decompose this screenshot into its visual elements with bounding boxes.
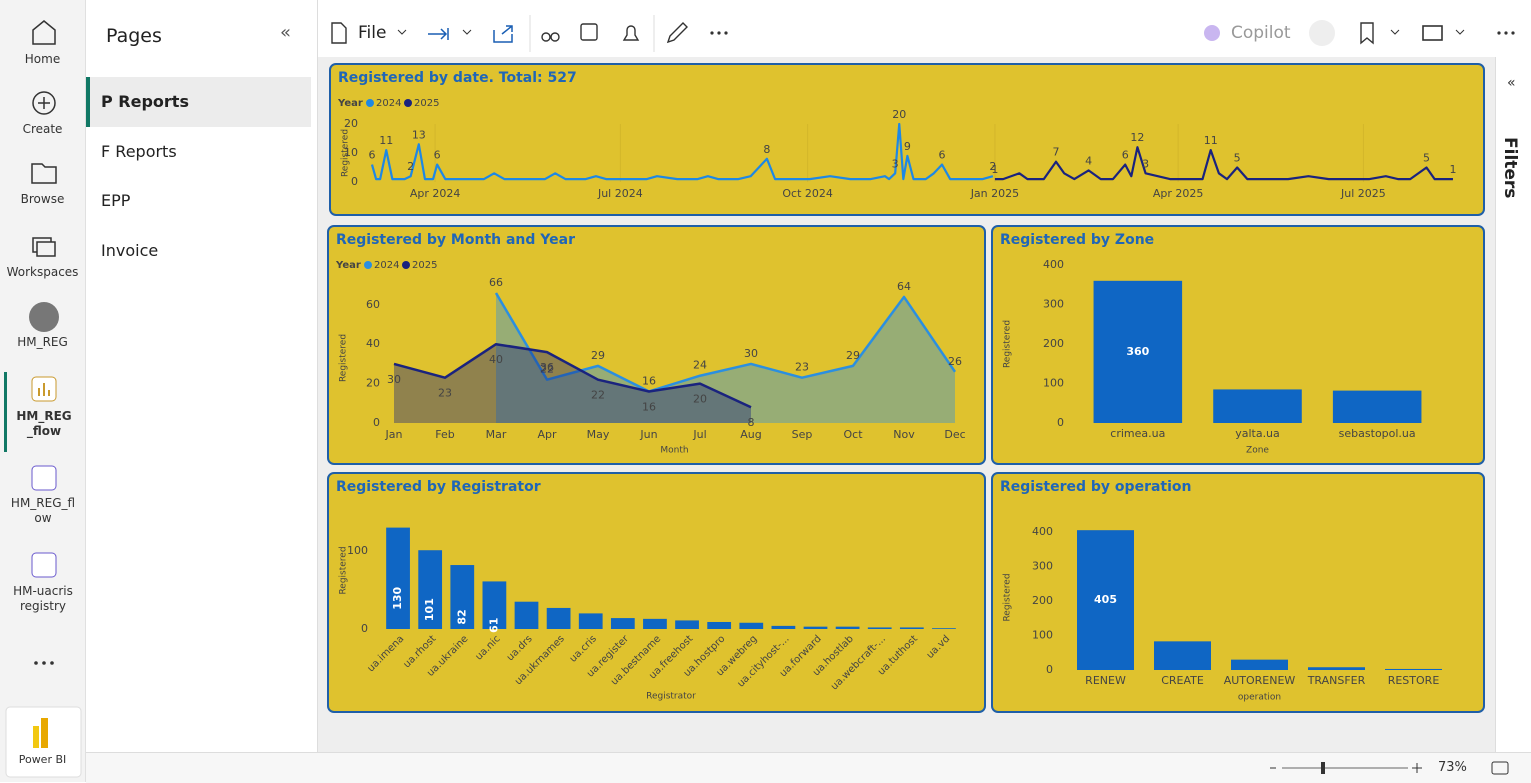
more-dot (34, 661, 38, 665)
page-tab[interactable]: Invoice (101, 241, 159, 260)
collapse-icon[interactable]: « (280, 22, 292, 43)
more-dot (42, 661, 46, 665)
expand-icon[interactable]: « (1507, 75, 1516, 91)
home-icon (32, 20, 56, 45)
create-icon (32, 91, 56, 115)
export-icon[interactable] (428, 28, 449, 40)
report-bars (38, 383, 50, 396)
zoom-thumb[interactable] (1321, 762, 1325, 774)
status-bar: 73% (86, 752, 1531, 783)
flow-icon (31, 465, 57, 491)
alert-icon[interactable] (622, 25, 640, 41)
filters-pane: « Filters (1495, 57, 1531, 752)
more-dot[interactable] (710, 31, 714, 35)
more-dot[interactable] (1497, 31, 1501, 35)
active-indicator (4, 372, 7, 452)
toolbar-icons (331, 15, 1515, 52)
pages-title: Pages (106, 25, 162, 47)
report-canvas (318, 57, 1495, 752)
registry-icon (31, 552, 57, 578)
nav-label[interactable]: HM_REG (17, 335, 68, 349)
page-tab[interactable]: EPP (101, 191, 131, 210)
more-dot[interactable] (724, 31, 728, 35)
nav-label[interactable]: Browse (20, 192, 65, 206)
filters-label[interactable]: Filters (1500, 137, 1520, 199)
edit-icon[interactable] (666, 22, 688, 44)
chevron[interactable] (397, 29, 407, 35)
reset-button[interactable] (1309, 20, 1335, 46)
browse-icon (31, 163, 57, 184)
more-dot[interactable] (1504, 31, 1508, 35)
pages-panel: Pages « P Reports F Reports EPP Invoice (86, 0, 318, 752)
nav-label[interactable]: Workspaces (6, 265, 79, 279)
app-label[interactable]: Power BI (18, 753, 67, 766)
copilot-button[interactable]: Copilot (1231, 23, 1291, 43)
nav-label[interactable]: HM_REG_flow (10, 496, 76, 525)
zoom-control (1270, 761, 1509, 775)
more-dot (50, 661, 54, 665)
workspaces-icon (36, 241, 56, 257)
nav-icons (4, 20, 82, 778)
nav-label[interactable]: HM-uacris registry (13, 584, 73, 613)
page-tab[interactable]: F Reports (101, 142, 177, 161)
binoculars-icon[interactable] (550, 32, 560, 42)
nav-label[interactable]: Create (22, 122, 63, 136)
share-icon[interactable] (493, 25, 513, 43)
file-icon[interactable] (331, 22, 347, 44)
binoculars-icon[interactable] (541, 32, 551, 42)
chevron[interactable] (462, 29, 472, 35)
create-plus (38, 97, 50, 109)
nav-label[interactable]: Home (24, 52, 61, 66)
nav-label[interactable]: HM_REG_flow (16, 409, 72, 438)
more-dot[interactable] (717, 31, 721, 35)
more-dot[interactable] (1511, 31, 1515, 35)
copilot-icon[interactable] (1204, 25, 1220, 41)
left-nav: Home Create Browse Workspaces HM_REG HM_… (0, 0, 86, 782)
zoom-level: 73% (1438, 760, 1467, 775)
file-menu[interactable]: File (358, 23, 387, 43)
fit-page[interactable] (1491, 761, 1509, 775)
subscribe-icon[interactable] (580, 23, 598, 41)
chevron[interactable] (1390, 29, 1400, 35)
zoom-in[interactable] (1412, 763, 1422, 773)
app-logo (41, 718, 48, 748)
chevron[interactable] (1455, 29, 1465, 35)
bookmark-icon[interactable] (1360, 22, 1374, 45)
app-logo (33, 726, 39, 748)
page-tab[interactable]: P Reports (86, 77, 311, 127)
avatar (29, 302, 59, 332)
view-icon[interactable] (1422, 25, 1443, 41)
toolbar: File Copilot (318, 0, 1531, 65)
